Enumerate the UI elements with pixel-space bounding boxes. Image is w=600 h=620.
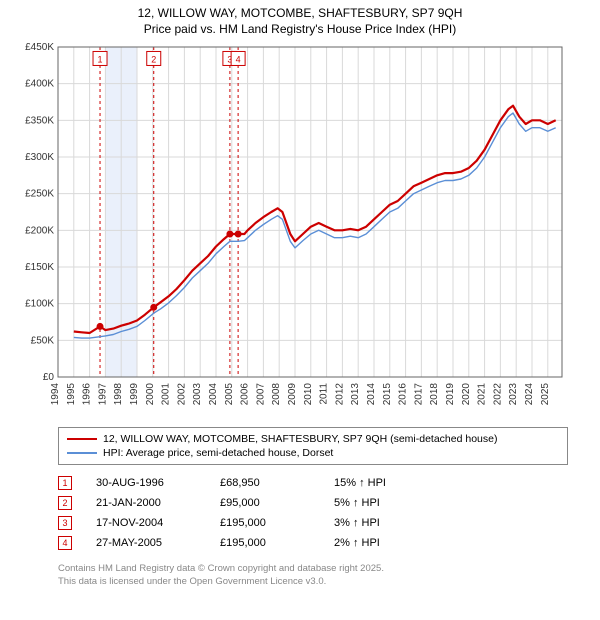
legend-row: HPI: Average price, semi-detached house,… (67, 446, 559, 460)
svg-text:1996: 1996 (82, 383, 93, 406)
svg-text:2004: 2004 (208, 383, 219, 406)
svg-text:2015: 2015 (382, 383, 393, 406)
svg-text:2: 2 (151, 55, 156, 65)
svg-text:2007: 2007 (255, 383, 266, 406)
footnote: Contains HM Land Registry data © Crown c… (58, 563, 590, 588)
sale-delta: 15% ↑ HPI (334, 477, 454, 489)
sales-table: 1 30-AUG-1996 £68,950 15% ↑ HPI 2 21-JAN-2000… (58, 473, 590, 553)
svg-text:2000: 2000 (145, 383, 156, 406)
footnote-line1: Contains HM Land Registry data © Crown c… (58, 563, 590, 575)
svg-text:2014: 2014 (366, 383, 377, 406)
footnote-line2: This data is licensed under the Open Gov… (58, 576, 590, 588)
legend-label: HPI: Average price, semi-detached house,… (103, 447, 333, 459)
svg-text:£50K: £50K (31, 336, 55, 347)
svg-text:1994: 1994 (50, 383, 61, 406)
svg-text:2009: 2009 (287, 383, 298, 406)
svg-text:2003: 2003 (192, 383, 203, 406)
sale-row: 1 30-AUG-1996 £68,950 15% ↑ HPI (58, 473, 590, 493)
svg-text:2022: 2022 (492, 383, 503, 406)
title-address: 12, WILLOW WAY, MOTCOMBE, SHAFTESBURY, S… (10, 6, 590, 22)
svg-text:2008: 2008 (271, 383, 282, 406)
svg-text:2001: 2001 (161, 383, 172, 406)
svg-text:£300K: £300K (25, 152, 54, 163)
sale-date: 21-JAN-2000 (96, 497, 196, 509)
svg-text:1998: 1998 (113, 383, 124, 406)
legend-swatch (67, 452, 97, 453)
svg-text:£250K: £250K (25, 189, 54, 200)
sale-marker: 2 (58, 496, 72, 510)
svg-text:1: 1 (98, 55, 103, 65)
sale-date: 17-NOV-2004 (96, 517, 196, 529)
svg-text:£400K: £400K (25, 79, 54, 90)
sale-marker: 3 (58, 516, 72, 530)
sale-price: £68,950 (220, 477, 310, 489)
title-subtitle: Price paid vs. HM Land Registry's House … (10, 22, 590, 38)
sale-delta: 3% ↑ HPI (334, 517, 454, 529)
sale-date: 27-MAY-2005 (96, 537, 196, 549)
svg-text:1995: 1995 (66, 383, 77, 406)
svg-text:4: 4 (236, 55, 241, 65)
svg-text:£450K: £450K (25, 42, 54, 53)
svg-text:2024: 2024 (524, 383, 535, 406)
sale-delta: 2% ↑ HPI (334, 537, 454, 549)
sale-row: 3 17-NOV-2004 £195,000 3% ↑ HPI (58, 513, 590, 533)
svg-text:1999: 1999 (129, 383, 140, 406)
svg-text:£150K: £150K (25, 262, 54, 273)
sale-price: £195,000 (220, 537, 310, 549)
svg-text:1997: 1997 (97, 383, 108, 406)
svg-text:2025: 2025 (540, 383, 551, 406)
legend: 12, WILLOW WAY, MOTCOMBE, SHAFTESBURY, S… (58, 427, 568, 465)
svg-text:£100K: £100K (25, 299, 54, 310)
svg-text:£350K: £350K (25, 116, 54, 127)
sale-row: 2 21-JAN-2000 £95,000 5% ↑ HPI (58, 493, 590, 513)
svg-text:2021: 2021 (477, 383, 488, 406)
svg-text:2019: 2019 (445, 383, 456, 406)
svg-text:2020: 2020 (461, 383, 472, 406)
sale-row: 4 27-MAY-2005 £195,000 2% ↑ HPI (58, 533, 590, 553)
sale-price: £195,000 (220, 517, 310, 529)
svg-text:2016: 2016 (398, 383, 409, 406)
svg-text:2010: 2010 (303, 383, 314, 406)
svg-text:2012: 2012 (334, 383, 345, 406)
legend-label: 12, WILLOW WAY, MOTCOMBE, SHAFTESBURY, S… (103, 433, 497, 445)
svg-text:2005: 2005 (224, 383, 235, 406)
svg-text:£0: £0 (43, 372, 55, 383)
svg-text:2018: 2018 (429, 383, 440, 406)
sale-marker: 1 (58, 476, 72, 490)
sale-price: £95,000 (220, 497, 310, 509)
svg-text:£200K: £200K (25, 226, 54, 237)
legend-swatch (67, 438, 97, 440)
sale-marker: 4 (58, 536, 72, 550)
svg-text:2006: 2006 (240, 383, 251, 406)
svg-text:2011: 2011 (319, 383, 330, 405)
sale-delta: 5% ↑ HPI (334, 497, 454, 509)
svg-text:2017: 2017 (413, 383, 424, 406)
legend-row: 12, WILLOW WAY, MOTCOMBE, SHAFTESBURY, S… (67, 432, 559, 446)
svg-text:2002: 2002 (176, 383, 187, 406)
price-chart: £0 £50K £100K £150K £200K £250K £300K £350K £400… (10, 41, 570, 421)
svg-text:2013: 2013 (350, 383, 361, 406)
sale-date: 30-AUG-1996 (96, 477, 196, 489)
svg-text:2023: 2023 (508, 383, 519, 406)
